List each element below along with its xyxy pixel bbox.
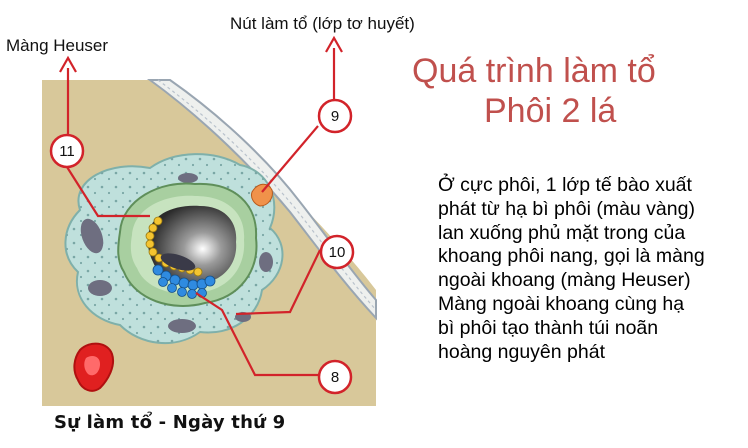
amniotic-cavity: [160, 253, 196, 271]
callout-9-label: 9: [331, 108, 339, 125]
node-arrow-icon: [325, 35, 343, 53]
description-line: hoàng nguyên phát: [438, 340, 605, 363]
lacuna: [88, 280, 112, 296]
callout-10: 10: [319, 234, 355, 270]
epiblast-layer: [152, 264, 216, 299]
heuser-arrow-icon: [59, 55, 77, 73]
blood-vessel-lumen: [84, 356, 100, 376]
callout-11: 11: [49, 133, 85, 169]
callout-8: 8: [317, 359, 353, 395]
epithelium-line: [157, 79, 377, 311]
figure-caption: Sự làm tổ - Ngày thứ 9: [54, 412, 286, 433]
page-title: Quá trình làm tổ: [412, 52, 656, 90]
description-line: Ở cực phôi, 1 lớp tế bào xuất: [438, 174, 692, 196]
lacuna: [168, 319, 196, 333]
callout-10-label: 10: [329, 244, 346, 261]
lacuna: [259, 252, 273, 272]
description-line: Màng ngoài khoang cùng hạ: [438, 292, 685, 315]
node-label: Nút làm tổ (lớp tơ huyết): [230, 14, 415, 33]
heuser-label: Màng Heuser: [6, 36, 109, 55]
callout-lines: [66, 48, 336, 377]
fibrin-plug: [251, 183, 273, 207]
callout-11-label: 11: [59, 143, 75, 160]
lacuna: [80, 218, 104, 254]
callout-9: 9: [317, 98, 353, 134]
description-line: bì phôi tạo thành túi noãn: [438, 316, 659, 339]
callout-8-label: 8: [331, 369, 339, 386]
description-line: ngoài khoang (màng Heuser): [438, 269, 691, 292]
description-line: khoang phôi nang, gọi là màng: [438, 245, 705, 268]
description: Ở cực phôi, 1 lớp tế bào xuất phát từ hạ…: [438, 174, 748, 364]
lacuna: [178, 173, 198, 183]
uterine-cavity: [165, 80, 376, 290]
description-line: lan xuống phủ mặt trong của: [438, 221, 686, 244]
page-subtitle: Phôi 2 lá: [484, 92, 617, 130]
description-line: phát từ hạ bì phôi (màu vàng): [438, 197, 695, 220]
